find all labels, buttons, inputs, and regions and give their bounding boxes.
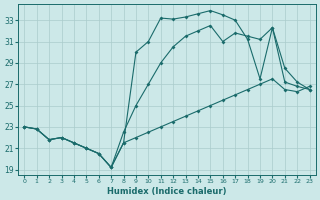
X-axis label: Humidex (Indice chaleur): Humidex (Indice chaleur)	[107, 187, 227, 196]
